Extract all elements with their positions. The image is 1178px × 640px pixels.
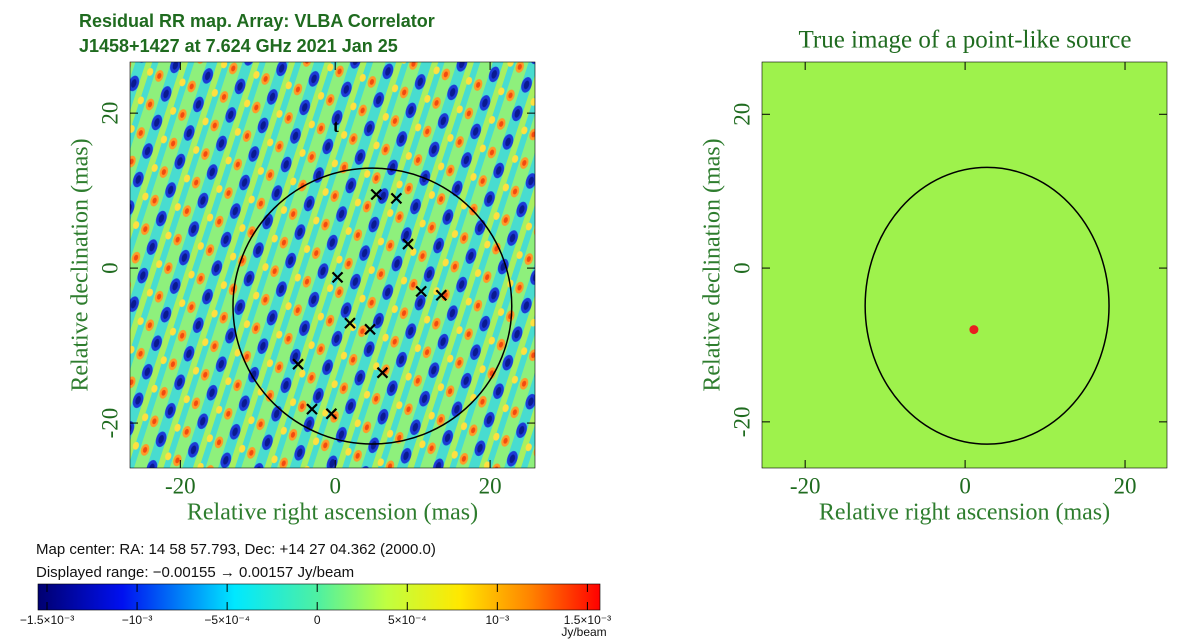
colorbar-label: Jy/beam xyxy=(561,625,606,639)
x-tick-label: 0 xyxy=(959,473,971,498)
chart-subtitle: J1458+1427 at 7.624 GHz 2021 Jan 25 xyxy=(79,36,398,56)
colorbar-tick-label: −1.5×10⁻³ xyxy=(20,613,74,627)
x-axis-label: Relative right ascension (mas) xyxy=(187,500,478,526)
colorbar-tick-label: 0 xyxy=(314,613,321,627)
source-point xyxy=(969,325,978,334)
y-axis-label: Relative declination (mas) xyxy=(68,138,94,391)
chart-title: Residual RR map. Array: VLBA Correlator xyxy=(79,11,435,31)
y-tick-label: 0 xyxy=(729,262,754,274)
x-tick-label: 0 xyxy=(329,473,341,498)
x-tick-label: 20 xyxy=(479,473,502,498)
colorbar-tick-label: −5×10⁻⁴ xyxy=(204,613,250,627)
y-tick-label: 20 xyxy=(729,103,754,126)
y-tick-label: 0 xyxy=(97,262,122,274)
chart-title: True image of a point-like source xyxy=(798,27,1131,54)
image-background xyxy=(762,62,1167,468)
colorbar-tick-label: 5×10⁻⁴ xyxy=(388,613,427,627)
y-tick-label: -20 xyxy=(729,407,754,438)
x-tick-label: -20 xyxy=(165,473,196,498)
y-axis-label: Relative declination (mas) xyxy=(700,138,726,391)
y-tick-label: 20 xyxy=(97,102,122,125)
range-note: Displayed range: −0.00155 → 0.00157 Jy/b… xyxy=(36,564,354,581)
colorbar-tick-label: −10⁻³ xyxy=(122,613,153,627)
colorbar-tick-label: 1.5×10⁻³ xyxy=(564,613,611,627)
annotation: t xyxy=(333,116,339,136)
x-tick-label: -20 xyxy=(790,473,821,498)
y-tick-label: -20 xyxy=(97,408,122,439)
colorbar-tick-label: 10⁻³ xyxy=(485,613,509,627)
plot-area xyxy=(762,62,1167,468)
x-axis-label: Relative right ascension (mas) xyxy=(819,500,1110,526)
colorbar xyxy=(38,584,600,610)
map-center-note: Map center: RA: 14 58 57.793, Dec: +14 2… xyxy=(36,541,436,558)
x-tick-label: 20 xyxy=(1114,473,1137,498)
page: Residual RR map. Array: VLBA Correlator … xyxy=(0,0,1178,640)
